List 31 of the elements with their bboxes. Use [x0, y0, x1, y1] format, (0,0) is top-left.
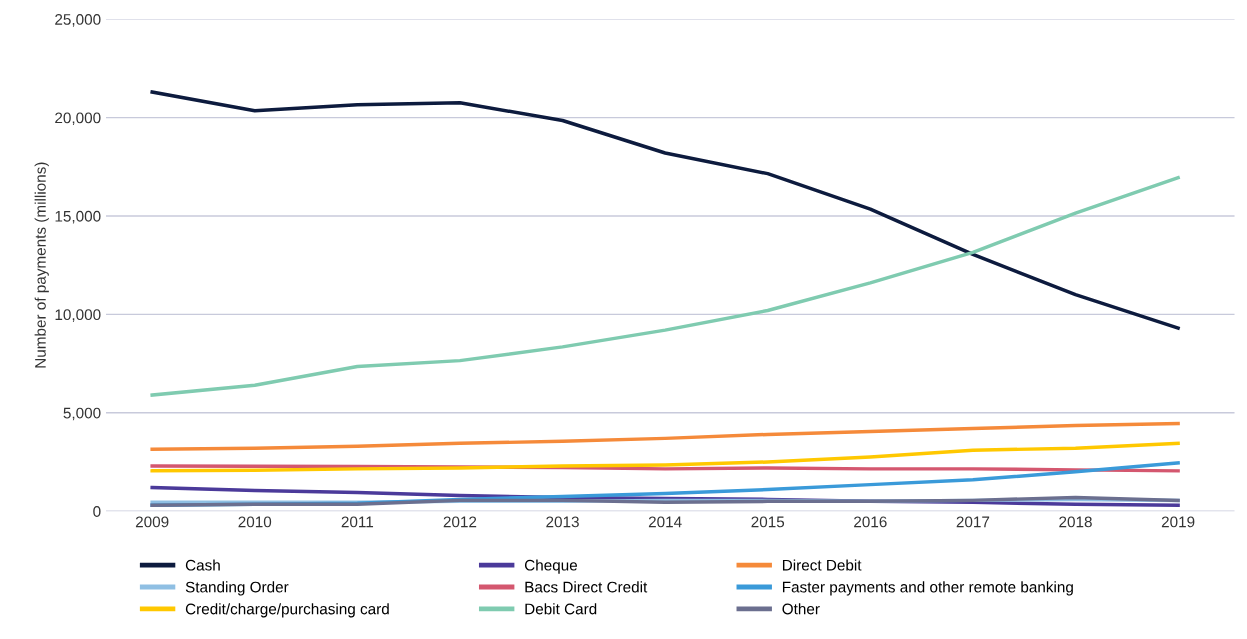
line-series — [150, 421, 1180, 451]
legend-label: Bacs Direct Credit — [525, 581, 648, 593]
x-tick-label: 2014 — [648, 516, 682, 528]
y-tick-label: 5,000 — [63, 407, 101, 421]
legend-label: Faster payments and other remote banking — [782, 581, 1073, 596]
x-tick-label: 2010 — [238, 516, 272, 528]
y-axis-title: Number of payments (millions) — [34, 162, 49, 368]
legend-label: Debit Card — [525, 603, 597, 615]
x-tick-label: 2018 — [1059, 516, 1092, 528]
x-tick-label: 2017 — [956, 516, 990, 528]
legend-label: Standing Order — [185, 581, 289, 596]
x-tick-label: 2016 — [854, 516, 887, 528]
x-tick-label: 2009 — [135, 516, 169, 528]
y-tick-label: 0 — [93, 506, 101, 517]
y-tick-label: 10,000 — [55, 309, 101, 322]
line-series — [150, 90, 1180, 330]
x-tick-label: 2012 — [443, 516, 477, 528]
line-series — [150, 441, 1180, 473]
y-tick-label: 20,000 — [55, 112, 101, 126]
legend-label: Cash — [185, 559, 220, 571]
legend-label: Cheque — [524, 559, 578, 574]
x-tick-label: 2019 — [1161, 516, 1195, 528]
y-tick-label: 25,000 — [55, 14, 101, 27]
x-tick-label: 2013 — [546, 516, 579, 528]
x-tick-label: 2011 — [341, 516, 374, 528]
legend-label: Other — [782, 603, 820, 615]
y-tick-label: 15,000 — [55, 210, 101, 224]
legend-label: Direct Debit — [782, 559, 862, 571]
line-series — [150, 175, 1180, 397]
x-tick-label: 2015 — [751, 516, 785, 528]
legend-label: Credit/charge/purchasing card — [185, 603, 389, 618]
